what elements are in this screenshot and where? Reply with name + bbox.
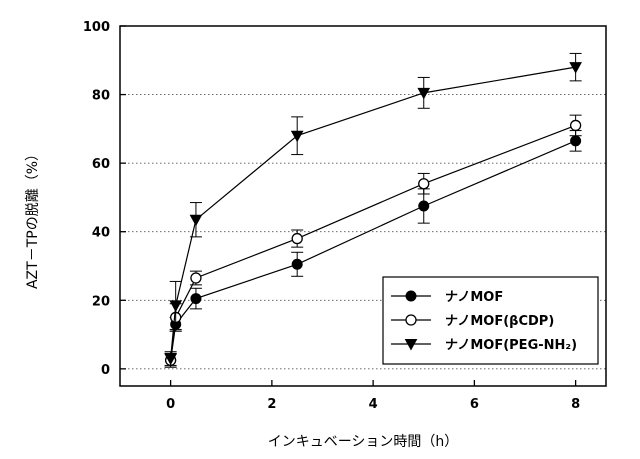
- data-point: [189, 214, 203, 227]
- data-point: [169, 300, 183, 312]
- series-line-2: [170, 66, 576, 359]
- legend-entry-1: ナノMOF(βCDP): [391, 314, 554, 329]
- data-point: [190, 272, 202, 284]
- legend: ナノMOF ナノMOF(βCDP) ナノMOF(PEG-NH₂): [382, 276, 599, 365]
- y-axis-label: AZT－TPの脱離（%）: [24, 147, 41, 289]
- series-line-0: [170, 140, 576, 361]
- series-2: [164, 52, 582, 366]
- axis-ticks: 0 20 40 60 80 100 0 2 4 6 8: [83, 20, 580, 412]
- y-tick-label-40: 40: [92, 226, 110, 241]
- x-tick-label-4: 4: [369, 397, 378, 412]
- legend-marker: [405, 314, 417, 326]
- y-tick-label-0: 0: [101, 363, 110, 378]
- legend-label: ナノMOF(PEG-NH₂): [445, 338, 577, 353]
- series-line-1: [170, 124, 576, 361]
- data-point: [291, 232, 303, 245]
- data-point: [418, 200, 430, 212]
- legend-label: ナノMOF: [445, 290, 503, 305]
- data-point: [569, 62, 582, 74]
- data-point: [291, 258, 303, 270]
- data-point: [164, 353, 177, 366]
- series: [164, 52, 582, 368]
- data-point: [569, 119, 582, 132]
- legend-marker: [405, 290, 417, 302]
- x-tick-label-6: 6: [470, 397, 479, 412]
- x-tick-label-0: 0: [166, 397, 175, 412]
- plot-frame: [119, 25, 607, 387]
- y-tick-label-20: 20: [92, 294, 110, 309]
- y-tick-label-60: 60: [92, 157, 110, 172]
- x-axis-label: インキュベーション時間（h）: [268, 434, 459, 450]
- legend-marker: [404, 339, 418, 351]
- x-tick-label-8: 8: [571, 397, 580, 412]
- y-tick-label-100: 100: [83, 20, 110, 35]
- data-point: [418, 178, 430, 190]
- legend-entry-2: ナノMOF(PEG-NH₂): [391, 338, 577, 353]
- data-point: [570, 135, 582, 147]
- legend-entry-0: ナノMOF: [391, 290, 503, 305]
- data-point: [290, 130, 304, 143]
- x-tick-label-2: 2: [267, 397, 276, 412]
- data-point: [417, 87, 431, 100]
- legend-label: ナノMOF(βCDP): [445, 314, 554, 329]
- y-tick-label-80: 80: [92, 89, 110, 104]
- data-point: [190, 293, 202, 305]
